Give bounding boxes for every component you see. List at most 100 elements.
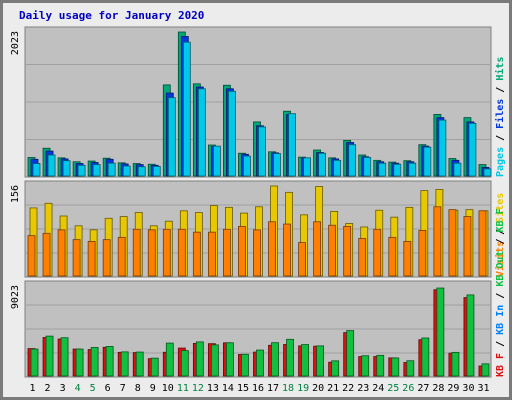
bar-pages-day-14	[228, 90, 236, 177]
bar-pages-day-6	[107, 162, 116, 177]
bar-sites-day-4	[72, 239, 81, 277]
legend-separator: /	[495, 232, 506, 250]
legend-kb: KB F / KB In / KB Out / KB F	[495, 208, 506, 377]
day-label-6: 6	[105, 383, 111, 394]
bar-sites-day-11	[177, 228, 186, 277]
day-axis-labels: 1 2 3 4 5 6 7 8 9 10 11 12 13 14 15 16 17 18 19 20 21 22 23 24 2…	[30, 383, 490, 394]
bar-kb-out-day-29	[451, 351, 460, 377]
bar-sites-day-1	[27, 235, 36, 277]
bar-sites-day-17	[268, 221, 276, 277]
bar-kb-out-day-1	[30, 348, 39, 377]
bar-kb-out-day-26	[406, 360, 415, 377]
legend-item-pages: Pages	[495, 147, 506, 177]
bar-sites-day-3	[57, 229, 66, 277]
bar-kb-out-day-12	[195, 341, 204, 377]
bar-kb-out-day-10	[165, 342, 174, 377]
day-label-14: 14	[222, 383, 234, 394]
bar-sites-day-22	[343, 225, 352, 277]
day-label-29: 29	[447, 383, 459, 394]
bar-kb-out-day-4	[75, 348, 84, 377]
bar-sites-day-31	[478, 210, 487, 277]
bar-pages-day-26	[408, 162, 417, 177]
bar-kb-out-day-18	[286, 338, 294, 377]
legend-separator: /	[495, 287, 506, 305]
day-label-11: 11	[177, 383, 189, 394]
bar-kb-out-day-2	[45, 335, 54, 377]
bar-pages-day-17	[273, 153, 281, 177]
day-label-10: 10	[162, 383, 174, 394]
day-label-18: 18	[282, 383, 294, 394]
legend-item-kb-out: KB Out	[495, 251, 506, 287]
bar-kb-out-day-21	[331, 360, 340, 377]
bar-kb-out-day-20	[316, 345, 325, 377]
panel-hits-files-pages: 2023 Pages / Files / Hits	[10, 26, 506, 178]
bar-pages-day-8	[137, 166, 146, 177]
bar-sites-day-8	[132, 228, 141, 277]
day-label-3: 3	[60, 383, 66, 394]
bar-pages-day-30	[468, 122, 477, 177]
bar-sites-day-19	[298, 242, 306, 277]
day-label-15: 15	[237, 383, 249, 394]
day-label-2: 2	[45, 383, 51, 394]
legend-item-kb-in: KB In	[495, 305, 506, 335]
day-label-7: 7	[120, 383, 126, 394]
bar-sites-day-5	[87, 240, 96, 277]
bar-pages-day-20	[318, 152, 327, 177]
bar-pages-day-16	[258, 126, 266, 177]
bar-kb-out-day-9	[150, 357, 159, 377]
day-label-25: 25	[387, 383, 399, 394]
legend-item-files: Files	[494, 99, 506, 129]
y-max-label-visits-sites: 156	[10, 185, 21, 203]
bar-pages-day-5	[92, 164, 101, 177]
legend-hits-files-pages: Pages / Files / Hits	[494, 57, 506, 177]
chart-title: Daily usage for January 2020	[19, 9, 204, 22]
bar-sites-day-16	[253, 229, 261, 277]
bar-pages-day-4	[77, 164, 86, 177]
bar-pages-day-19	[303, 157, 311, 177]
bar-sites-day-14	[223, 228, 231, 277]
bar-kb-out-day-17	[271, 342, 279, 377]
bar-kb-out-day-6	[105, 346, 114, 377]
day-label-30: 30	[462, 383, 474, 394]
bar-sites-day-27	[418, 230, 427, 277]
legend-item-hits: Hits	[494, 57, 506, 81]
bar-pages-day-12	[197, 88, 206, 177]
legend-separator: /	[495, 223, 506, 241]
bar-pages-day-10	[167, 97, 176, 177]
bar-sites-day-9	[147, 229, 156, 277]
day-label-31: 31	[477, 383, 489, 394]
bar-sites-day-13	[207, 231, 216, 277]
bar-kb-out-day-25	[391, 357, 400, 377]
bar-kb-out-day-22	[346, 330, 355, 377]
bar-pages-day-23	[363, 157, 372, 177]
bar-kb-out-day-19	[301, 344, 309, 377]
bar-sites-day-7	[117, 236, 126, 277]
bar-sites-day-24	[373, 228, 382, 277]
bar-pages-day-21	[333, 159, 342, 177]
legend-item-kb-f: KB F	[495, 353, 506, 377]
day-label-20: 20	[312, 383, 324, 394]
bar-kb-out-day-23	[361, 355, 370, 377]
bar-pages-day-2	[47, 154, 56, 177]
y-max-label-hits-files-pages: 2023	[10, 31, 21, 55]
bar-kb-out-day-30	[466, 294, 475, 377]
bar-sites-day-20	[313, 221, 322, 277]
bar-kb-out-day-24	[376, 354, 385, 377]
day-label-4: 4	[75, 383, 81, 394]
day-label-8: 8	[135, 383, 141, 394]
panel-kb: 9023 KB F / KB In / KB Out / KB F	[10, 208, 506, 378]
bar-kb-out-day-16	[256, 349, 264, 377]
day-label-21: 21	[327, 383, 339, 394]
bar-sites-day-2	[42, 232, 51, 277]
bar-pages-day-7	[122, 165, 131, 177]
bar-sites-day-10	[162, 228, 171, 277]
bar-kb-out-day-11	[180, 350, 189, 377]
day-label-12: 12	[192, 383, 204, 394]
bar-pages-day-25	[393, 163, 402, 177]
y-max-label-kb: 9023	[10, 285, 21, 309]
bar-sites-day-21	[328, 224, 337, 277]
legend-separator: /	[495, 129, 506, 147]
bar-pages-day-1	[32, 163, 41, 177]
